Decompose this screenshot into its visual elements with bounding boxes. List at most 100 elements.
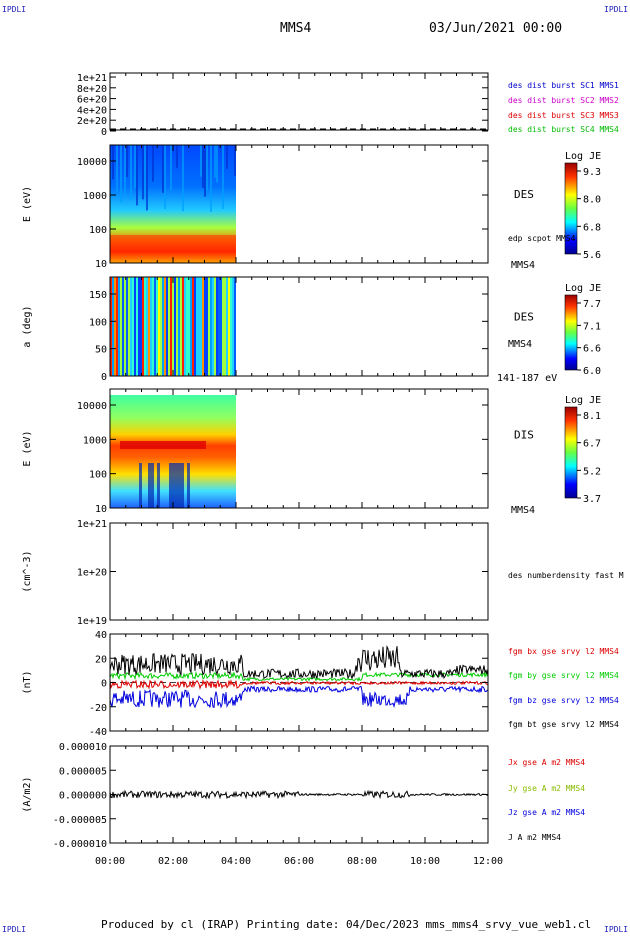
dis-hot-band xyxy=(120,441,206,449)
pitch-angle-stripe xyxy=(192,277,194,376)
legend-entry: des dist burst SC2 MMS2 xyxy=(508,96,619,105)
dis-energy-streak xyxy=(148,463,151,508)
legend-entry: fgm bz gse srvy l2 MMS4 xyxy=(508,696,619,705)
des-energy-streak xyxy=(216,145,218,183)
y-tick-label: 0.000010 xyxy=(59,742,107,753)
y-tick-label: 20 xyxy=(95,654,107,665)
pitch-angle-stripe xyxy=(172,277,174,376)
pitch-angle-stripe xyxy=(220,277,222,376)
time-tick-label: 08:00 xyxy=(347,856,377,867)
y-tick-label: 1e+21 xyxy=(77,73,107,84)
pitch-angle-stripe xyxy=(156,277,158,376)
corner-label-top-left: IPDLI xyxy=(2,5,27,14)
des-energy-streak xyxy=(222,145,224,209)
colorbar-tick-label: 6.0 xyxy=(583,366,601,377)
pitch-angle-stripe xyxy=(140,277,142,376)
time-tick-label: 10:00 xyxy=(410,856,440,867)
panel-bottom-label: MMS4 xyxy=(511,505,535,516)
panel-bottom-label: MMS4 xyxy=(511,260,535,271)
legend-entry: fgm bt gse srvy l2 MMS4 xyxy=(508,720,619,729)
colorbar-tick-label: 7.1 xyxy=(583,321,601,332)
colorbar xyxy=(564,406,578,499)
y-tick-label: 0.000000 xyxy=(59,791,107,802)
pitch-angle-stripe xyxy=(188,277,190,376)
pitch-angle-stripe xyxy=(178,277,180,376)
pitch-angle-stripe xyxy=(232,277,234,376)
y-tick-label: -20 xyxy=(89,703,107,714)
legend-entry: Jy gse A m2 MMS4 xyxy=(508,784,585,793)
pitch-angle-stripe xyxy=(170,277,172,376)
pitch-angle-stripe xyxy=(204,277,206,376)
des-energy-streak xyxy=(134,145,136,189)
des-energy-streak xyxy=(116,145,118,192)
y-tick-label: 0.000005 xyxy=(59,766,107,777)
pitch-angle-stripe xyxy=(132,277,134,376)
y-tick-label: 0 xyxy=(101,372,107,383)
colorbar-tick-label: 5.6 xyxy=(583,250,601,261)
pitch-angle-stripe xyxy=(176,277,178,376)
y-tick-label: 1e+20 xyxy=(77,568,107,579)
y-tick-label: 10000 xyxy=(77,401,107,412)
y-axis-label: (nT) xyxy=(22,670,33,694)
dis-energy-streak xyxy=(151,463,154,508)
colorbar-tick-label: 7.7 xyxy=(583,299,601,310)
time-tick-label: 12:00 xyxy=(473,856,503,867)
y-axis-label: (cm^-3) xyxy=(22,550,33,592)
pitch-angle-stripe xyxy=(196,277,198,376)
current-trace xyxy=(109,789,489,800)
des-energy-streak xyxy=(130,145,132,200)
y-tick-label: 1000 xyxy=(83,435,107,446)
pitch-angle-stripe xyxy=(160,277,162,376)
pitch-angle-stripe xyxy=(158,277,160,376)
des-energy-streak xyxy=(164,145,166,209)
pitch-angle-stripe xyxy=(174,277,176,376)
time-tick-label: 04:00 xyxy=(221,856,251,867)
dis-energy-streak xyxy=(178,463,181,508)
legend-entry: des dist burst SC1 MMS1 xyxy=(508,81,619,90)
colorbar-title: Log JE xyxy=(565,395,601,406)
y-tick-label: 1e+19 xyxy=(77,616,107,627)
y-tick-label: 100 xyxy=(89,317,107,328)
pitch-angle-stripe xyxy=(218,277,220,376)
y-tick-label: -0.000005 xyxy=(53,815,107,826)
des-energy-streak xyxy=(204,145,206,197)
colorbar-tick-label: 8.0 xyxy=(583,195,601,206)
y-tick-label: 10 xyxy=(95,504,107,515)
des-energy-streak xyxy=(206,145,208,191)
legend-entry: fgm bx gse srvy l2 MMS4 xyxy=(508,647,619,656)
y-tick-label: 4e+20 xyxy=(77,105,107,116)
legend-entry: fgm by gse srvy l2 MMS4 xyxy=(508,671,619,680)
pitch-angle-stripe xyxy=(234,277,236,376)
y-tick-label: 6e+20 xyxy=(77,95,107,106)
colorbar xyxy=(564,294,578,371)
pitch-angle-stripe xyxy=(114,277,116,376)
pitch-angle-stripe xyxy=(224,277,226,376)
y-tick-label: 8e+20 xyxy=(77,84,107,95)
pitch-angle-stripe xyxy=(130,277,132,376)
panel-frame xyxy=(109,522,489,621)
legend-entry: Jz gse A m2 MMS4 xyxy=(508,808,585,817)
pitch-angle-stripe xyxy=(112,277,114,376)
dis-energy-streak xyxy=(169,463,172,508)
pitch-angle-stripe xyxy=(180,277,182,376)
colorbar-title: Log JE xyxy=(565,151,601,162)
pitch-angle-stripe xyxy=(138,277,140,376)
pitch-angle-stripe xyxy=(210,277,212,376)
pitch-angle-stripe xyxy=(148,277,150,376)
colorbar xyxy=(564,162,578,255)
pitch-angle-stripe xyxy=(120,277,122,376)
y-tick-label: 100 xyxy=(89,470,107,481)
dis-energy-streak xyxy=(175,463,178,508)
pitch-angle-stripe xyxy=(230,277,232,376)
pitch-angle-stripe xyxy=(214,277,216,376)
pitch-angle-stripe xyxy=(144,277,146,376)
pitch-angle-stripe xyxy=(166,277,168,376)
spacecraft-title: MMS4 xyxy=(280,21,312,36)
pitch-angle-stripe xyxy=(206,277,208,376)
pitch-angle-stripe xyxy=(110,277,112,376)
y-tick-label: -40 xyxy=(89,727,107,738)
y-tick-label: 2e+20 xyxy=(77,116,107,127)
colorbar-tick-label: 5.2 xyxy=(583,466,601,477)
dis-energy-streak xyxy=(139,463,142,508)
